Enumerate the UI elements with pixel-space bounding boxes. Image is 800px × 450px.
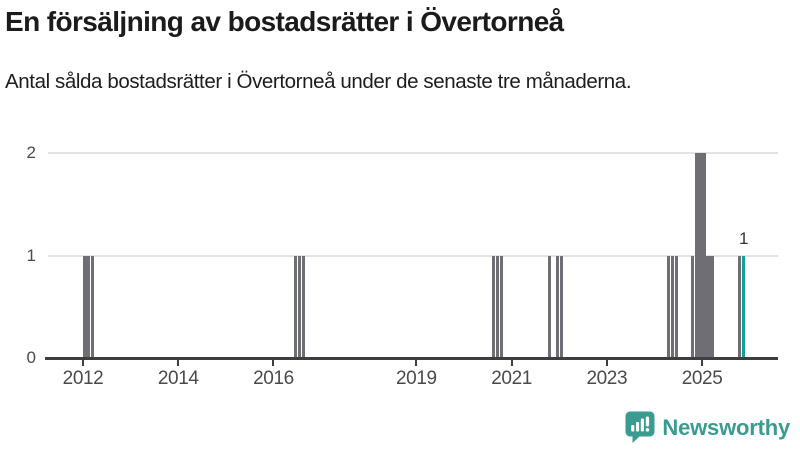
y-tick-label: 0	[26, 348, 36, 367]
x-tick-mark	[510, 359, 513, 366]
bar	[297, 255, 301, 358]
x-tick-label: 2023	[586, 368, 628, 389]
bar	[674, 255, 678, 358]
bar	[91, 255, 95, 358]
y-tick-label: 1	[26, 245, 36, 265]
bar	[301, 255, 305, 358]
chart-subtitle: Antal sålda bostadsrätter i Övertorneå u…	[5, 70, 632, 93]
bar	[293, 255, 297, 358]
x-tick-mark	[272, 359, 275, 366]
bar	[666, 255, 670, 358]
bar	[492, 255, 496, 358]
x-tick-label: 2021	[491, 368, 532, 389]
bar	[690, 255, 694, 358]
x-tick-mark	[701, 359, 704, 366]
gridline	[48, 152, 778, 154]
x-tick-label: 2025	[681, 368, 723, 389]
x-tick-label: 2012	[62, 368, 104, 389]
bar	[702, 153, 706, 358]
x-tick-mark	[82, 359, 84, 366]
gridline	[48, 254, 778, 257]
x-tick-label: 2019	[395, 368, 437, 389]
bar	[670, 255, 674, 358]
x-tick-mark	[415, 359, 418, 366]
x-tick-mark	[177, 359, 180, 366]
newsworthy-chart-bubble-icon	[625, 411, 655, 443]
bar	[706, 255, 710, 358]
x-tick-label: 2016	[253, 368, 294, 389]
bar	[710, 255, 714, 358]
newsworthy-logo: Newsworthy	[625, 411, 790, 444]
x-axis-line	[45, 357, 778, 360]
bar	[500, 255, 504, 358]
bar	[87, 255, 91, 358]
bar	[83, 255, 87, 358]
bar	[694, 153, 698, 358]
newsworthy-logo-text: Newsworthy	[662, 414, 790, 440]
bar	[559, 255, 563, 358]
chart-title: En försäljning av bostadsrätter i Överto…	[5, 6, 564, 37]
bar	[698, 153, 702, 358]
bar	[496, 255, 500, 358]
bar-highlighted	[742, 255, 746, 358]
y-tick-label: 2	[26, 143, 36, 162]
bar	[555, 255, 559, 358]
x-tick-label: 2014	[157, 368, 199, 389]
bar	[547, 255, 551, 358]
bar-value-label: 1	[738, 228, 749, 248]
x-tick-mark	[605, 359, 608, 366]
bar	[738, 255, 742, 358]
